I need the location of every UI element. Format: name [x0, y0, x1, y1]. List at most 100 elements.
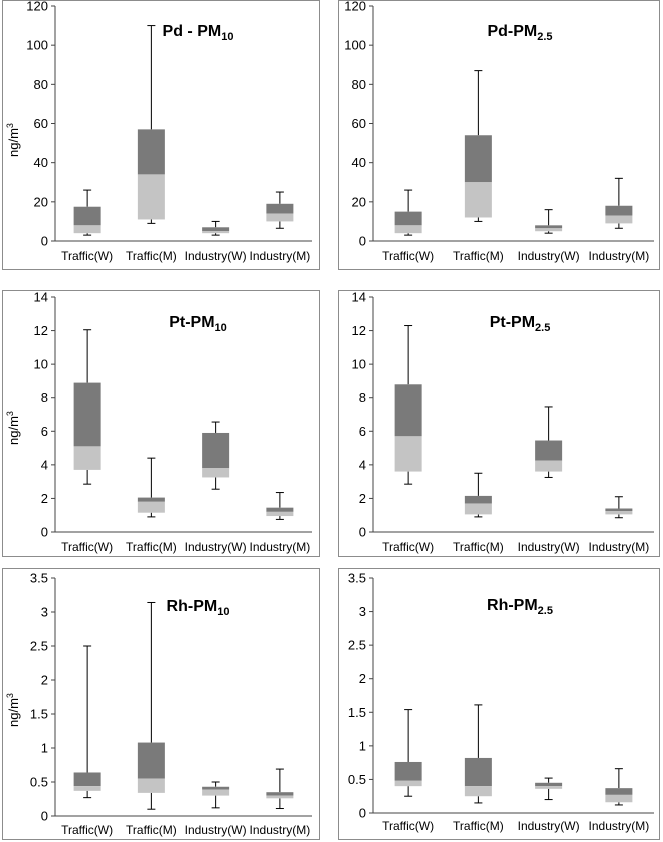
pd-pm10-box-lower [202, 231, 230, 234]
rh-pm25-title: Rh-PM2.5 [487, 597, 553, 617]
pt-pm10-box-upper [137, 497, 165, 502]
pt-pm10-category-label: Industry(M) [250, 540, 311, 554]
rh-pm10-category-label: Industry(M) [250, 823, 311, 837]
pt-pm25-box-lower [394, 436, 422, 472]
rh-pm10-y-axis-label: ng/m3 [5, 693, 21, 727]
pd-pm10-y-axis-label: ng/m3 [5, 123, 21, 157]
pt-pm10-box-upper [73, 382, 101, 447]
pt-pm25-category-label: Traffic(W) [382, 540, 434, 554]
pd-pm10-box-upper [137, 129, 165, 175]
pt-pm10-box-lower [73, 446, 101, 470]
pd-pm10-category-label: Traffic(M) [126, 249, 177, 263]
pd-pm25-y-tick-label: 0 [359, 234, 366, 249]
pt-pm25-title: Pt-PM2.5 [490, 314, 551, 334]
pt-pm10-y-tick-label: 6 [41, 424, 48, 439]
rh-pm10-y-tick-label: 2 [41, 673, 48, 688]
pt-pm10-y-tick-label: 2 [41, 491, 48, 506]
pt-pm10-frame [2, 290, 320, 557]
pt-pm25-box-lower [464, 503, 492, 515]
pd-pm10-y-tick-label: 20 [34, 194, 48, 209]
rh-pm25-box-lower [535, 786, 563, 789]
rh-pm25-category-label: Traffic(M) [453, 819, 504, 833]
rh-pm10-box-lower [137, 778, 165, 793]
pt-pm10-box-upper [266, 507, 294, 512]
pd-pm25-category-label: Industry(M) [589, 249, 650, 263]
rh-pm10-y-tick-label: 3.5 [30, 571, 48, 586]
pt-pm25-category-label: Traffic(M) [453, 540, 504, 554]
rh-pm10-category-label: Industry(W) [185, 823, 247, 837]
pd-pm25-category-label: Traffic(M) [453, 249, 504, 263]
pt-pm25-y-tick-label: 14 [352, 290, 366, 305]
pd-pm25-y-tick-label: 40 [352, 155, 366, 170]
pd-pm10-box-lower [73, 225, 101, 234]
pt-pm10-y-tick-label: 0 [41, 525, 48, 540]
rh-pm10-y-tick-label: 3 [41, 605, 48, 620]
rh-pm10-y-tick-label: 0.5 [30, 775, 48, 790]
pd-pm25-y-tick-label: 120 [344, 0, 366, 14]
rh-pm25-y-tick-label: 2 [359, 671, 366, 686]
rh-pm10-y-tick-label: 2.5 [30, 639, 48, 654]
pt-pm25-y-tick-label: 10 [352, 357, 366, 372]
pt-pm10-category-label: Traffic(W) [61, 540, 113, 554]
rh-pm25-box-upper [535, 782, 563, 787]
rh-pm25-box-upper [464, 757, 492, 787]
rh-pm10-category-label: Traffic(W) [61, 823, 113, 837]
rh-pm10-y-tick-label: 1 [41, 741, 48, 756]
rh-pm25-frame [338, 568, 660, 840]
pd-pm25-box-upper [535, 225, 563, 229]
rh-pm10-y-tick-label: 1.5 [30, 707, 48, 722]
pt-pm25-box-upper [605, 508, 633, 512]
pt-pm25-box-lower [605, 511, 633, 515]
rh-pm25-y-tick-label: 3.5 [348, 571, 366, 586]
pt-pm10-y-tick-label: 12 [34, 323, 48, 338]
pt-pm25-y-tick-label: 6 [359, 424, 366, 439]
rh-pm25-box-upper [394, 761, 422, 781]
pt-pm10-category-label: Traffic(M) [126, 540, 177, 554]
pt-pm25-category-label: Industry(W) [518, 540, 580, 554]
pt-pm10-title: Pt-PM10 [169, 314, 227, 334]
rh-pm10-title: Rh-PM10 [167, 598, 230, 618]
pd-pm10-y-tick-label: 40 [34, 155, 48, 170]
pd-pm25-category-label: Industry(W) [518, 249, 580, 263]
rh-pm25-y-tick-label: 1 [359, 738, 366, 753]
rh-pm10-box-lower [266, 795, 294, 799]
rh-pm10-y-tick-label: 0 [41, 809, 48, 824]
pd-pm10-y-tick-label: 80 [34, 77, 48, 92]
pt-pm25-box-lower [535, 460, 563, 472]
pd-pm25-title: Pd-PM2.5 [487, 23, 552, 43]
rh-pm25-category-label: Industry(W) [518, 819, 580, 833]
rh-pm10-box-lower [202, 789, 230, 796]
rh-pm25-y-tick-label: 0.5 [348, 772, 366, 787]
rh-pm25-box-upper [605, 788, 633, 795]
pd-pm10-category-label: Traffic(W) [61, 249, 113, 263]
rh-pm10-box-upper [266, 792, 294, 796]
pd-pm10-box-upper [202, 227, 230, 232]
pd-pm25-y-tick-label: 20 [352, 194, 366, 209]
rh-pm25-y-tick-label: 0 [359, 806, 366, 821]
pt-pm25-box-upper [464, 495, 492, 504]
rh-pm10-box-upper [73, 772, 101, 787]
rh-pm10-category-label: Traffic(M) [126, 823, 177, 837]
pt-pm10-y-axis-label: ng/m3 [5, 411, 21, 445]
rh-pm10-box-lower [73, 786, 101, 791]
rh-pm25-y-tick-label: 1.5 [348, 705, 366, 720]
pd-pm25-category-label: Traffic(W) [382, 249, 434, 263]
pt-pm25-y-tick-label: 0 [359, 525, 366, 540]
pd-pm25-box-upper [394, 211, 422, 226]
pd-pm10-y-tick-label: 0 [41, 234, 48, 249]
pt-pm25-y-tick-label: 8 [359, 390, 366, 405]
pt-pm10-y-tick-label: 4 [41, 457, 48, 472]
pt-pm10-box-lower [266, 511, 294, 517]
pt-pm25-y-tick-label: 12 [352, 323, 366, 338]
pt-pm25-box-upper [394, 384, 422, 437]
pt-pm10-y-tick-label: 10 [34, 357, 48, 372]
rh-pm25-category-label: Traffic(W) [382, 819, 434, 833]
pd-pm10-box-upper [266, 203, 294, 214]
rh-pm25-y-tick-label: 3 [359, 604, 366, 619]
rh-pm25-y-tick-label: 2.5 [348, 638, 366, 653]
pd-pm25-y-tick-label: 60 [352, 116, 366, 131]
pd-pm10-category-label: Industry(W) [185, 249, 247, 263]
pd-pm10-box-lower [266, 213, 294, 222]
